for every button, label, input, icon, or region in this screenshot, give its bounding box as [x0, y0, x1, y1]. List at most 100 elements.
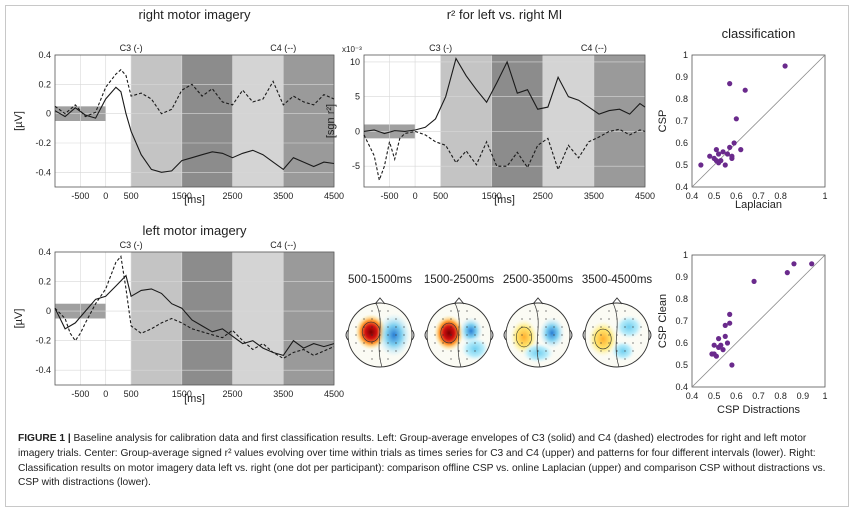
highlight-band — [232, 55, 284, 187]
y-tick-label: 0.9 — [675, 72, 688, 82]
y-tick-label: 0 — [355, 126, 360, 136]
electrode-dot — [561, 342, 563, 344]
electrode-dot — [379, 334, 381, 336]
electrode-dot — [363, 350, 365, 352]
x-tick-label: 2500 — [223, 191, 243, 201]
electrode-dot — [608, 342, 610, 344]
highlight-band — [542, 55, 594, 187]
chart-3: -500 0 500 1500 2500 3500 4500 0.4 0.2 0 -0.2 -0.4 C… — [13, 223, 344, 405]
electrode-dot — [640, 334, 642, 336]
topomap-interval-label: 1500-2500ms — [424, 274, 495, 286]
electrode-dot — [403, 334, 405, 336]
electrode-dot — [379, 326, 381, 328]
electrode-dot — [632, 350, 634, 352]
x-tick-label: 3500 — [273, 191, 293, 201]
electrode-dot — [561, 334, 563, 336]
scatter-point — [724, 340, 731, 346]
scatter-point — [727, 311, 733, 317]
electrode-dot — [442, 334, 444, 336]
scatter-point — [784, 270, 790, 276]
electrode-dot — [545, 310, 547, 312]
topomap-blob — [539, 317, 565, 349]
electrode-dot — [474, 342, 476, 344]
y-tick-label: 5 — [355, 92, 360, 102]
electrode-dot — [592, 334, 594, 336]
y-tick-label: 0.7 — [675, 116, 688, 126]
scatter-point — [722, 162, 728, 168]
x-tick-label: 1500 — [482, 191, 502, 201]
y-tick-label: 0.2 — [38, 277, 51, 287]
y-axis-label: [sgn r²] — [325, 104, 337, 138]
x-tick-label: 0.5 — [708, 191, 721, 201]
electrode-dot — [474, 326, 476, 328]
band-label: C3 (-) — [429, 43, 452, 53]
x-tick-label: 0.6 — [730, 391, 743, 401]
electrode-dot — [395, 342, 397, 344]
topomap-field — [434, 303, 489, 367]
x-tick-label: 500 — [124, 389, 139, 399]
y-tick-label: 0 — [46, 306, 51, 316]
electrode-dot — [434, 334, 436, 336]
electrode-dot — [640, 326, 642, 328]
electrode-dot — [442, 318, 444, 320]
electrode-dot — [529, 318, 531, 320]
series-line-c3 — [54, 86, 335, 173]
electrode-dot — [363, 326, 365, 328]
topomap-nose — [374, 297, 386, 305]
topomap-3 — [503, 297, 573, 368]
scatter-point — [727, 81, 733, 87]
topomap-contour — [440, 322, 458, 344]
electrode-dot — [592, 326, 594, 328]
x-tick-label: -500 — [71, 389, 89, 399]
electrode-dot — [624, 334, 626, 336]
electrode-dot — [521, 326, 523, 328]
electrode-dot — [616, 334, 618, 336]
y-tick-label: 0.5 — [675, 360, 688, 370]
band-label: C4 (--) — [581, 43, 607, 53]
y-tick-label: -5 — [352, 161, 360, 171]
electrode-dot — [474, 318, 476, 320]
topomap-head-outline — [505, 302, 571, 368]
topomap-2 — [424, 297, 494, 368]
diagonal-line — [691, 254, 826, 388]
electrode-dot — [371, 318, 373, 320]
scatter-point — [707, 153, 713, 159]
x-tick-label: -500 — [71, 191, 89, 201]
electrode-dot — [466, 310, 468, 312]
electrode-dot — [379, 310, 381, 312]
plot-frame — [54, 251, 335, 386]
topomap-blob — [461, 337, 489, 361]
electrode-dot — [458, 334, 460, 336]
topomap-interval-label: 500-1500ms — [348, 274, 412, 286]
electrode-dot — [466, 358, 468, 360]
caption-label: FIGURE 1 | — [18, 433, 71, 444]
electrode-dot — [624, 350, 626, 352]
electrode-dot — [561, 326, 563, 328]
y-axis-label: [µV] — [13, 309, 25, 329]
electrode-dot — [450, 326, 452, 328]
electrode-dot — [624, 342, 626, 344]
highlight-band — [283, 252, 334, 385]
topomap-blob — [615, 315, 643, 339]
electrode-dot — [513, 334, 515, 336]
electrode-dot — [371, 326, 373, 328]
electrode-dot — [379, 318, 381, 320]
electrode-dot — [458, 310, 460, 312]
diagonal-line — [691, 54, 826, 188]
electrode-dot — [395, 350, 397, 352]
figure-caption: FIGURE 1 | Baseline analysis for calibra… — [18, 432, 840, 491]
chart-title: left motor imagery — [142, 223, 247, 238]
electrode-dot — [616, 350, 618, 352]
electrode-dot — [521, 334, 523, 336]
electrode-dot — [529, 342, 531, 344]
x-tick-label: 500 — [124, 191, 139, 201]
electrode-dot — [363, 334, 365, 336]
topomap-contour — [594, 328, 612, 350]
electrode-dot — [387, 334, 389, 336]
electrode-dot — [371, 310, 373, 312]
x-tick-label: 0.4 — [686, 391, 699, 401]
band-label: C4 (--) — [270, 240, 296, 250]
electrode-dot — [632, 342, 634, 344]
electrode-dot — [450, 350, 452, 352]
x-tick-label: 0.9 — [797, 391, 810, 401]
